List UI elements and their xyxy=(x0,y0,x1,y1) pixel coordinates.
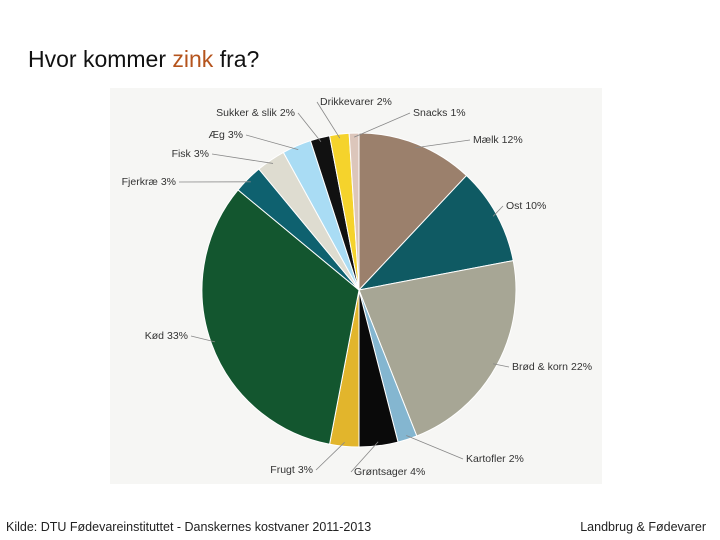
leader-line xyxy=(415,139,471,149)
value-label: 3% xyxy=(298,464,313,476)
value-label: 22% xyxy=(571,361,592,373)
value-label: 2% xyxy=(509,453,524,465)
leader-line xyxy=(297,112,322,143)
source: Kilde: DTU Fødevareinstituttet - Dansker… xyxy=(6,520,372,534)
slice-label: Snacks 1% xyxy=(413,107,466,119)
value-label: 33% xyxy=(167,330,188,342)
leader-line xyxy=(492,363,510,368)
value-label: 3% xyxy=(161,176,176,188)
category-label: Æg xyxy=(208,129,225,141)
category-label: Ost xyxy=(506,200,522,212)
category-label: Frugt xyxy=(270,464,295,476)
value-label: 2% xyxy=(377,96,392,108)
value-label: 4% xyxy=(410,466,425,478)
category-label: Grøntsager xyxy=(354,466,408,478)
slice-label: Fjerkræ 3% xyxy=(122,176,176,188)
slice-label: Kød 33% xyxy=(145,330,188,342)
slice-label: Drikkevarer 2% xyxy=(320,96,392,108)
category-label: Drikkevarer xyxy=(320,96,374,108)
slice-label: Frugt 3% xyxy=(270,464,313,476)
title: Hvor kommer zink fra? xyxy=(28,46,259,73)
value-label: 3% xyxy=(228,129,243,141)
leader-line xyxy=(350,441,379,473)
leader-line xyxy=(245,134,299,150)
value-label: 3% xyxy=(194,148,209,160)
slice-label: Æg 3% xyxy=(208,129,243,141)
slice-label: Sukker & slik 2% xyxy=(216,107,295,119)
value-label: 10% xyxy=(525,200,546,212)
category-label: Snacks xyxy=(413,107,447,119)
category-label: Kartofler xyxy=(466,453,506,465)
title-part: fra? xyxy=(219,46,260,72)
leader-line xyxy=(211,153,274,164)
value-label: 1% xyxy=(450,107,465,119)
category-label: Kød xyxy=(145,330,164,342)
slice-label: Kartofler 2% xyxy=(466,453,524,465)
pie-slice xyxy=(201,189,360,445)
leader-line xyxy=(316,101,341,139)
slice-label: Fisk 3% xyxy=(172,148,209,160)
leader-line xyxy=(406,435,464,460)
category-label: Sukker & slik xyxy=(216,107,277,119)
pie-slice xyxy=(358,259,517,437)
slice-label: Grøntsager 4% xyxy=(354,466,425,478)
slice-label: Mælk 12% xyxy=(473,134,523,146)
category-label: Brød & korn xyxy=(512,361,568,373)
category-label: Fjerkræ xyxy=(122,176,158,188)
value-label: 2% xyxy=(280,107,295,119)
slice-label: Brød & korn 22% xyxy=(512,361,592,373)
slice-label: Ost 10% xyxy=(506,200,546,212)
brand: Landbrug & Fødevarer xyxy=(580,520,706,534)
leader-line xyxy=(190,335,216,343)
category-label: Mælk xyxy=(473,134,499,146)
leader-line xyxy=(315,442,345,471)
pie-slice xyxy=(348,132,360,291)
leader-line xyxy=(354,112,411,138)
value-label: 12% xyxy=(502,134,523,146)
pie-slice xyxy=(358,132,468,292)
leader-line xyxy=(492,205,504,217)
pie-slice xyxy=(357,174,514,291)
title-highlight: zink xyxy=(172,46,214,72)
category-label: Fisk xyxy=(172,148,192,160)
title-part: Hvor kommer xyxy=(28,46,167,72)
